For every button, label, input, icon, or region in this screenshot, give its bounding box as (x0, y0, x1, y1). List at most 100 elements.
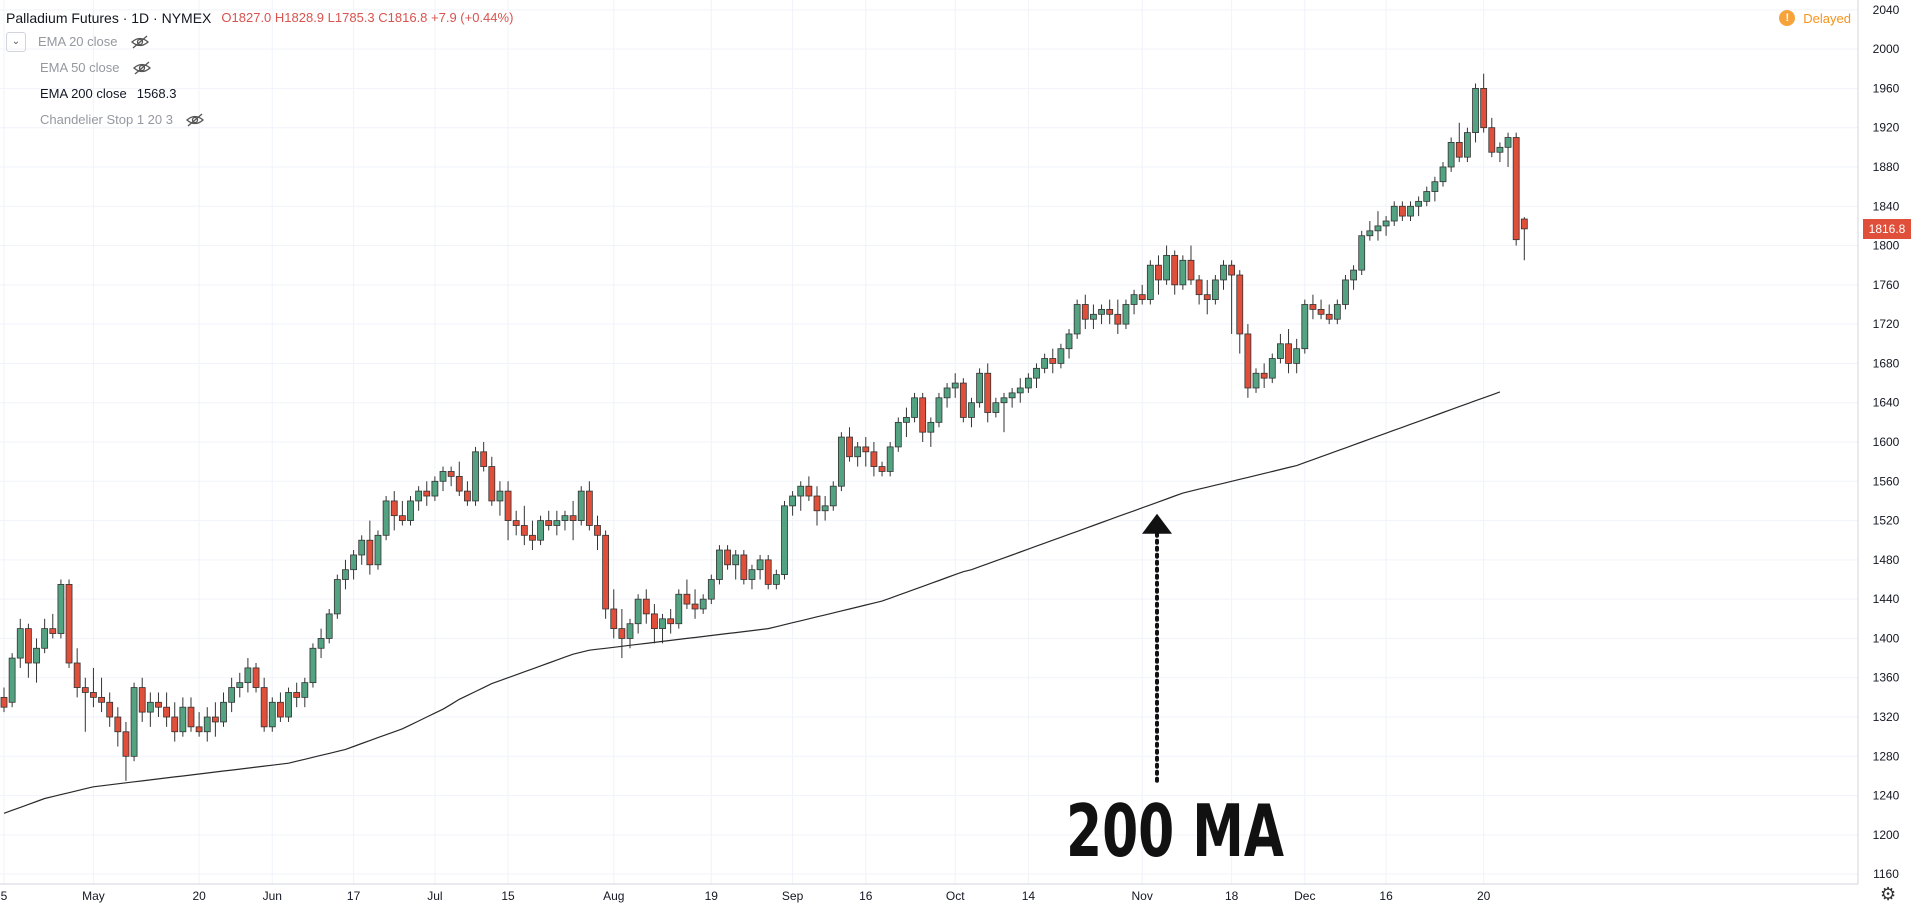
candle-body (520, 525, 528, 536)
candle (252, 663, 260, 693)
indicator-row-ema200[interactable]: EMA 200 close 1568.3 (6, 81, 513, 106)
indicator-label: EMA 50 close (40, 59, 120, 75)
candle-body (49, 628, 57, 634)
candle-body (1374, 225, 1382, 232)
candle (1512, 132, 1520, 246)
candle (325, 608, 333, 644)
candle-body (1382, 220, 1390, 227)
candle (935, 392, 943, 428)
candle-body (667, 618, 675, 625)
candle-body (122, 731, 130, 757)
candle (33, 638, 40, 683)
candle (1024, 373, 1032, 393)
candle (886, 442, 894, 477)
candle (1366, 221, 1374, 241)
time-tick-label: 20 (1477, 889, 1491, 903)
candle (431, 476, 439, 501)
candle (854, 442, 862, 467)
candle-body (837, 436, 845, 487)
candle (1195, 275, 1203, 305)
candle-body (797, 485, 805, 497)
candle (171, 702, 179, 742)
candle-body (1098, 308, 1105, 315)
time-tick-label: Oct (946, 889, 965, 903)
candle-body (496, 490, 504, 502)
eye-hidden-icon[interactable] (130, 35, 150, 49)
candle (447, 466, 455, 487)
candle-body (1317, 308, 1325, 315)
candle-body (1488, 127, 1496, 153)
time-tick-label: 18 (1225, 889, 1239, 903)
price-axis[interactable]: 1160 1200 1240 1280 1320 1360 1400 1440 1480 1520… (1857, 0, 1900, 884)
time-tick-label: 19 (705, 889, 719, 903)
candle-body (1187, 259, 1195, 281)
candle (138, 677, 146, 722)
time-tick-label: 15 (501, 889, 515, 903)
time-tick-label: 16 (859, 889, 873, 903)
candle (1228, 260, 1236, 334)
price-tick-label: 1960 (1873, 81, 1900, 95)
candle-body (1049, 358, 1057, 364)
candle-body (854, 446, 862, 458)
candle (488, 456, 496, 506)
candle-body (163, 706, 171, 718)
candle-body (41, 628, 49, 649)
candle (870, 442, 878, 477)
time-axis[interactable]: 5 May 20 Jun 17 Jul 15 Aug 19 Sep 16 Oct 14 Nov 18 Dec 1… (0, 883, 1858, 903)
candle-body (1277, 343, 1284, 359)
candle-body (1138, 294, 1146, 300)
candle-body (789, 495, 797, 507)
candle (1236, 270, 1244, 354)
candle (146, 692, 154, 727)
candle (374, 530, 382, 570)
price-tick-label: 1680 (1873, 356, 1900, 370)
candle-body (1179, 259, 1187, 286)
price-tick-label: 1240 (1873, 789, 1900, 803)
candle-body (1024, 377, 1032, 389)
candle (797, 481, 805, 511)
candle (1081, 294, 1089, 330)
candle-body (976, 372, 983, 404)
price-tick-label: 1280 (1873, 749, 1900, 763)
indicator-row-chandelier[interactable]: Chandelier Stop 1 20 3 (6, 107, 513, 132)
candle (748, 564, 756, 590)
eye-hidden-icon[interactable] (132, 61, 152, 75)
candle (122, 721, 130, 781)
candle-body (1423, 191, 1431, 202)
price-tick-label: 1520 (1873, 514, 1900, 528)
delayed-label: Delayed (1803, 10, 1851, 26)
price-tick-label: 1440 (1873, 592, 1900, 606)
candle-body (106, 701, 114, 718)
candle (464, 481, 471, 506)
indicator-row-ema50[interactable]: EMA 50 close (6, 55, 513, 80)
candles (0, 73, 1528, 781)
candle (667, 608, 675, 634)
candle (537, 515, 544, 546)
eye-hidden-icon[interactable] (185, 113, 205, 127)
indicator-row-ema20[interactable]: ⌄ EMA 20 close (6, 29, 513, 54)
time-tick-label: May (82, 889, 105, 903)
candle-body (504, 490, 512, 521)
collapse-chevron-icon[interactable]: ⌄ (6, 31, 26, 52)
candle (1358, 230, 1366, 276)
candle-body (886, 446, 894, 472)
symbol-title[interactable]: Palladium Futures · 1D · NYMEX (6, 10, 212, 26)
price-tick-label: 2000 (1873, 42, 1900, 56)
candle (829, 481, 837, 511)
candle (439, 466, 447, 492)
candle (1146, 260, 1154, 305)
candle (496, 481, 504, 516)
candle (626, 618, 634, 649)
candle-body (1041, 358, 1049, 369)
candle (195, 712, 203, 737)
candle-body (618, 628, 626, 639)
gear-icon[interactable]: ⚙ (1880, 884, 1897, 904)
candle (651, 604, 658, 644)
delayed-badge[interactable]: ! Delayed (1779, 10, 1851, 26)
candle (553, 510, 561, 536)
price-tick-label: 1560 (1873, 474, 1900, 488)
candle (569, 500, 577, 541)
candle (309, 643, 317, 688)
